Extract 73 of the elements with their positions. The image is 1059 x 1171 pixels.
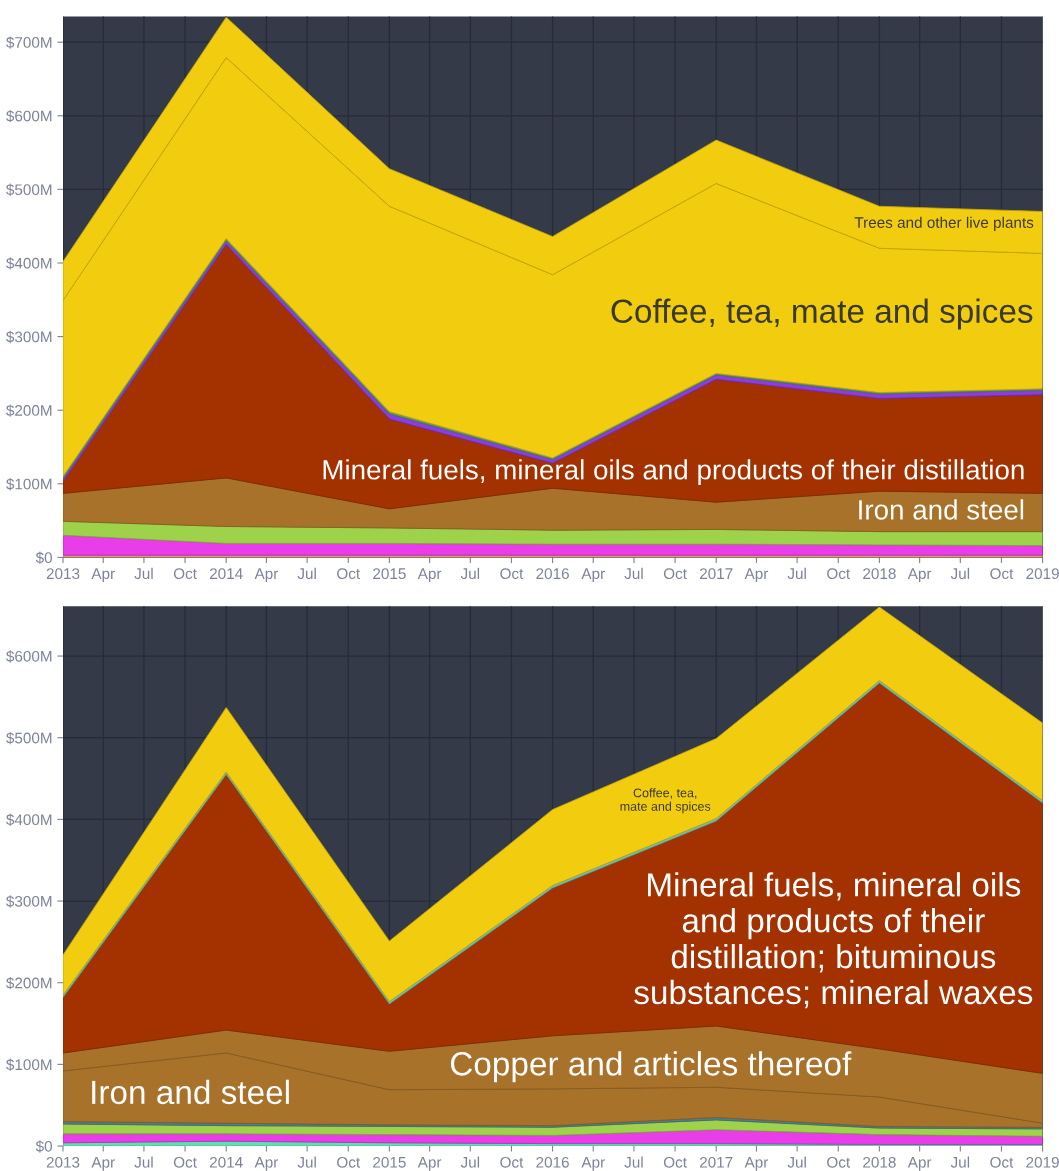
x-tick-label: 2017 [699, 1156, 733, 1168]
x-tick-label: Jul [950, 567, 970, 580]
x-tick-label: Oct [173, 568, 197, 580]
x-tick-label: 2013 [46, 1156, 80, 1168]
y-tick-label: $500M [6, 183, 52, 196]
x-tick-label: 2013 [46, 568, 80, 580]
x-tick-label: Apr [254, 1157, 279, 1171]
x-tick-label: Apr [744, 1157, 769, 1171]
x-tick-label: Oct [173, 1156, 197, 1168]
series-label: Mineral fuels, mineral oils and products of their distillation; bituminous substances; mineral waxes [634, 872, 1033, 1009]
x-tick-label: Apr [417, 1157, 442, 1171]
x-tick-label: 2019 [1026, 568, 1059, 580]
y-tick-label: $200M [6, 404, 52, 417]
y-tick-label: $0 [35, 551, 52, 564]
x-tick-label: Oct [990, 1156, 1014, 1168]
y-tick-label: $100M [6, 478, 52, 491]
x-tick-label: 2018 [863, 568, 896, 580]
x-tick-label: Apr [254, 568, 279, 583]
x-tick-label: Jul [297, 567, 316, 580]
x-tick-label: Oct [663, 568, 687, 580]
y-tick-label: $700M [6, 36, 52, 49]
series-label: Iron and steel [92, 1079, 289, 1105]
y-tick-label: $300M [6, 895, 52, 908]
y-tick-label: $200M [6, 976, 52, 990]
x-tick-label: Apr [581, 568, 605, 583]
x-tick-label: Oct [990, 568, 1014, 580]
x-tick-label: 2017 [699, 568, 733, 580]
y-tick-label: $600M [6, 650, 52, 663]
x-tick-label: 2015 [373, 1156, 406, 1168]
x-tick-label: 2018 [863, 1156, 896, 1168]
x-tick-label: Jul [460, 1156, 480, 1168]
x-tick-label: Apr [907, 1157, 932, 1171]
series-label: Trees and other live plants [854, 216, 1034, 231]
y-tick-label: $500M [6, 731, 52, 745]
x-tick-label: Jul [950, 1156, 970, 1168]
x-tick-label: 2016 [536, 568, 569, 580]
x-tick-label: Jul [460, 567, 480, 580]
x-tick-label: Oct [827, 1156, 851, 1168]
series-label: Mineral fuels, mineral oils and products of their distillation [323, 459, 1024, 486]
x-tick-label: Jul [787, 1156, 806, 1168]
y-tick-label: $300M [6, 330, 52, 344]
x-tick-label: Jul [297, 1156, 316, 1168]
x-tick-label: Jul [624, 1156, 643, 1168]
x-tick-label: Oct [500, 568, 524, 580]
x-tick-label: 2014 [209, 1156, 243, 1168]
x-tick-label: Oct [337, 1156, 361, 1168]
series-label: Coffee, tea, mate and spices [620, 788, 711, 814]
x-tick-label: 2014 [209, 568, 243, 580]
series-label: Copper and articles thereof [450, 1051, 852, 1083]
series-label: Coffee, tea, mate and spices [611, 298, 1033, 330]
x-tick-label: Oct [337, 568, 361, 580]
x-tick-label: Apr [581, 1157, 605, 1171]
x-tick-label: Oct [663, 1156, 687, 1168]
x-tick-label: Apr [744, 568, 769, 583]
x-tick-label: Apr [91, 568, 115, 583]
series-label: Iron and steel [859, 499, 1024, 520]
x-tick-label: 2015 [373, 568, 406, 580]
x-tick-label: Oct [827, 568, 851, 580]
x-tick-label: 2019 [1026, 1156, 1059, 1168]
x-tick-label: Jul [787, 567, 806, 580]
x-tick-label: Oct [500, 1156, 524, 1168]
x-tick-label: Jul [134, 1156, 153, 1168]
y-tick-label: $400M [6, 813, 52, 826]
x-tick-label: 2016 [536, 1156, 569, 1168]
x-tick-label: Apr [907, 568, 932, 583]
x-tick-label: Jul [134, 567, 153, 580]
y-tick-label: $600M [6, 109, 52, 123]
y-tick-label: $100M [6, 1058, 52, 1071]
y-tick-label: $0 [35, 1140, 52, 1153]
x-tick-label: Apr [417, 568, 442, 583]
x-tick-label: Apr [91, 1157, 115, 1171]
x-tick-label: Jul [624, 567, 643, 580]
y-tick-label: $400M [6, 257, 52, 270]
